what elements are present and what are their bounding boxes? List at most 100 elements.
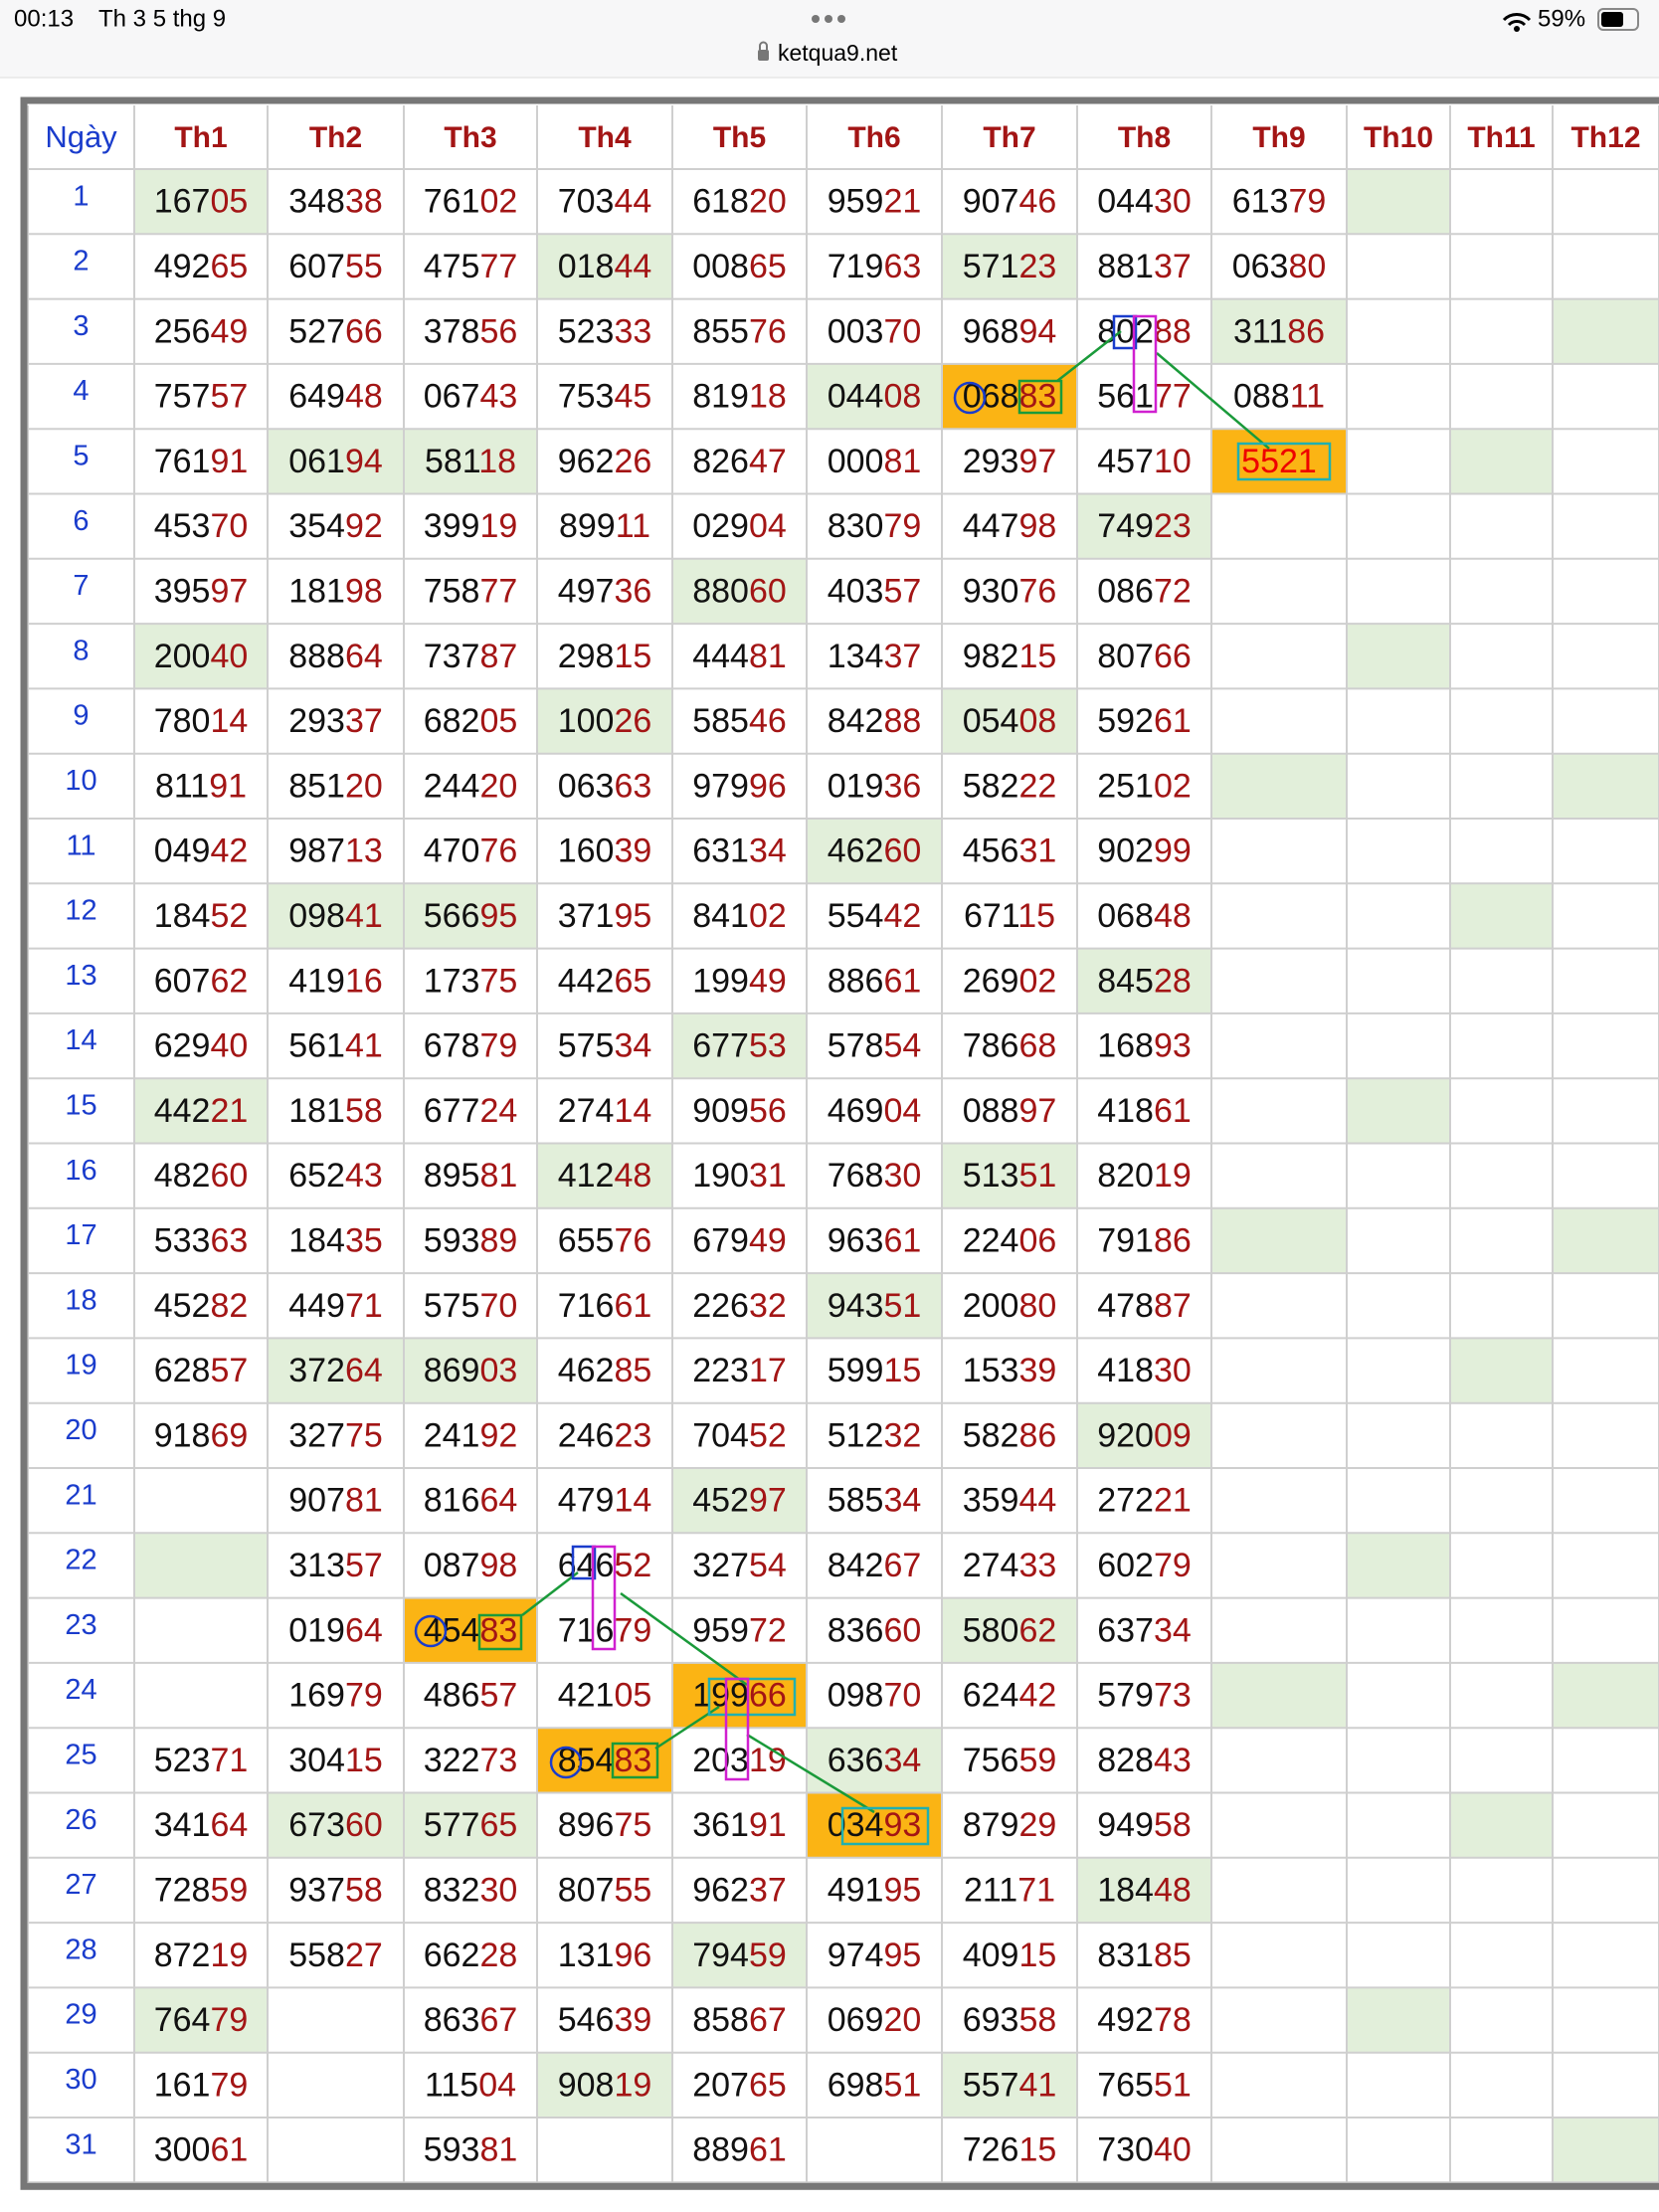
number-part: 57 bbox=[210, 1352, 248, 1389]
number-cell: 47914 bbox=[558, 1482, 652, 1520]
number-cell: 00370 bbox=[828, 312, 922, 350]
number-cell: 16705 bbox=[154, 183, 249, 221]
number-part: 160 bbox=[558, 832, 615, 870]
annotation-box bbox=[1236, 442, 1332, 481]
day-cell: 11 bbox=[66, 830, 95, 861]
number-cell: 70452 bbox=[692, 1416, 787, 1454]
number-cell: 06848 bbox=[1097, 897, 1192, 935]
number-part: 200 bbox=[963, 1287, 1019, 1325]
cell-highlight bbox=[1211, 753, 1347, 819]
number-part: 34 bbox=[749, 832, 787, 870]
number-part: 593 bbox=[424, 2131, 480, 2169]
number-cell: 67879 bbox=[424, 1027, 518, 1065]
number-cell: 71661 bbox=[558, 1287, 652, 1325]
number-cell: 45710 bbox=[1097, 443, 1192, 480]
number-part: 36 bbox=[883, 767, 921, 805]
number-cell: 81664 bbox=[424, 1482, 518, 1520]
number-cell: 18435 bbox=[288, 1221, 383, 1259]
number-cell: 44221 bbox=[154, 1092, 249, 1130]
number-cell: 86367 bbox=[424, 2001, 518, 2039]
number-part: 533 bbox=[154, 1221, 211, 1259]
number-cell: 81918 bbox=[692, 378, 787, 416]
number-cell: 54639 bbox=[558, 2001, 652, 2039]
number-cell: 44798 bbox=[963, 507, 1057, 545]
cell-highlight bbox=[1347, 1533, 1450, 1598]
number-cell: 78014 bbox=[154, 702, 249, 740]
number-cell: 67115 bbox=[964, 897, 1055, 935]
number-part: 29 bbox=[1018, 1806, 1056, 1844]
cell-highlight bbox=[1347, 1987, 1450, 2053]
number-cell: 18198 bbox=[288, 572, 383, 610]
number-part: 15 bbox=[1018, 638, 1056, 675]
number-part: 311 bbox=[1233, 312, 1287, 350]
number-cell: 57973 bbox=[1097, 1677, 1192, 1715]
number-part: 42 bbox=[883, 897, 921, 935]
number-cell: 72615 bbox=[963, 2131, 1057, 2169]
number-part: 93 bbox=[883, 1806, 921, 1844]
number-part: 462 bbox=[558, 1352, 615, 1389]
number-part: 80 bbox=[1288, 248, 1326, 285]
cell-highlight bbox=[1347, 169, 1450, 235]
number-part: 58 bbox=[1154, 1806, 1192, 1844]
number-part: 757 bbox=[154, 378, 211, 416]
number-part: 470 bbox=[424, 832, 480, 870]
number-cell: 27433 bbox=[963, 1547, 1057, 1584]
number-part: 943 bbox=[828, 1287, 884, 1325]
number-part: 452 bbox=[154, 1287, 211, 1325]
number-part: 96 bbox=[614, 1936, 651, 1974]
cell-highlight bbox=[1553, 1662, 1659, 1729]
number-part: 486 bbox=[424, 1677, 480, 1715]
url[interactable]: ketqua9.net bbox=[778, 40, 898, 66]
number-part: 52 bbox=[614, 1547, 651, 1584]
number-part: 802 bbox=[1097, 312, 1154, 350]
number-part: 18 bbox=[478, 443, 516, 480]
cell-highlight bbox=[1077, 493, 1211, 559]
cell-highlight bbox=[672, 1013, 807, 1079]
number-cell: 59381 bbox=[424, 2131, 518, 2169]
day-cell: 19 bbox=[65, 1350, 96, 1382]
number-cell: 45483 bbox=[424, 1611, 518, 1649]
number-part: 982 bbox=[963, 638, 1019, 675]
number-part: 37 bbox=[749, 1871, 787, 1909]
number-part: 566 bbox=[424, 897, 480, 935]
number-cell: 27221 bbox=[1097, 1482, 1192, 1520]
number-part: 26 bbox=[614, 443, 651, 480]
number-part: 65 bbox=[210, 248, 248, 285]
number-part: 602 bbox=[1097, 1547, 1154, 1584]
number-part: 756 bbox=[963, 1742, 1019, 1779]
number-part: 895 bbox=[424, 1157, 480, 1195]
number-part: 067 bbox=[424, 378, 480, 416]
number-part: 19 bbox=[1154, 1157, 1192, 1195]
number-part: 79 bbox=[614, 1611, 651, 1649]
number-cell: 82647 bbox=[692, 443, 787, 480]
number-part: 044 bbox=[1097, 183, 1154, 221]
number-cell: 94351 bbox=[828, 1287, 922, 1325]
number-part: 203 bbox=[692, 1742, 749, 1779]
number-cell: 53363 bbox=[154, 1221, 249, 1259]
number-cell: 44971 bbox=[288, 1287, 383, 1325]
number-cell: 49278 bbox=[1097, 2001, 1192, 2039]
number-part: 791 bbox=[1097, 1221, 1154, 1259]
number-part: 57 bbox=[345, 1547, 383, 1584]
number-cell: 76191 bbox=[154, 443, 249, 480]
number-part: 58 bbox=[345, 1092, 383, 1130]
table-border bbox=[20, 96, 1659, 2190]
number-cell: 45282 bbox=[154, 1287, 249, 1325]
number-part: 456 bbox=[963, 832, 1019, 870]
wifi-icon bbox=[1502, 13, 1532, 27]
number-cell: 09841 bbox=[288, 897, 383, 935]
number-part: 444 bbox=[692, 638, 749, 675]
number-cell: 58222 bbox=[963, 767, 1057, 805]
number-part: 87 bbox=[479, 638, 517, 675]
number-cell: 37264 bbox=[288, 1352, 383, 1389]
day-cell: 1 bbox=[73, 180, 89, 212]
number-part: 492 bbox=[1097, 2001, 1154, 2039]
number-cell: 85867 bbox=[692, 2001, 787, 2039]
day-cell: 25 bbox=[65, 1740, 96, 1771]
number-part: 896 bbox=[558, 1806, 615, 1844]
number-cell: 85483 bbox=[558, 1742, 652, 1779]
number-part: 475 bbox=[424, 248, 480, 285]
number-part: 79 bbox=[210, 2066, 248, 2104]
day-cell: 6 bbox=[73, 505, 89, 537]
